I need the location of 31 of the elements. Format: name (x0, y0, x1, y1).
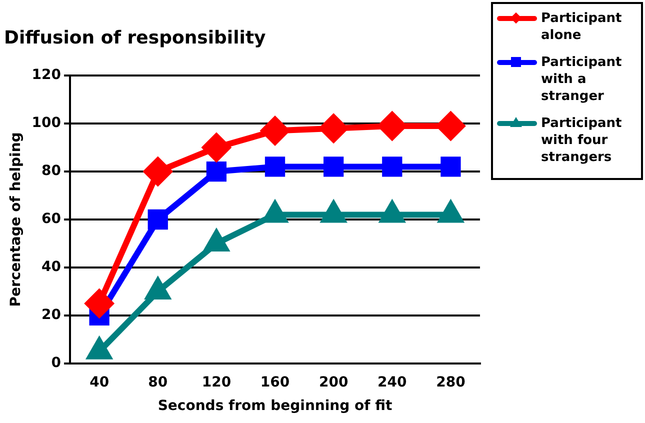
y-tick-label: 40 (42, 259, 62, 276)
y-tick-label: 120 (32, 67, 62, 84)
point (378, 112, 406, 140)
legend-label: Participant with a stranger (541, 54, 623, 105)
legend-label: Participant with four strangers (541, 115, 623, 166)
point (144, 158, 172, 186)
point (202, 134, 230, 162)
chart-title: Diffusion of responsibility (4, 27, 266, 48)
y-tick-label: 0 (51, 355, 62, 372)
x-axis-title: Seconds from beginning of fit (158, 398, 392, 414)
x-tick-label: 120 (202, 374, 232, 390)
x-tick-label: 280 (436, 374, 466, 390)
point (382, 156, 402, 177)
y-tick-label: 20 (42, 307, 62, 324)
y-tick-label: 60 (42, 211, 62, 228)
x-tick-label: 80 (148, 374, 168, 390)
point (324, 156, 344, 177)
y-tick-label: 80 (42, 163, 62, 180)
y-axis-title: Percentage of helping (8, 132, 24, 307)
point (206, 161, 227, 182)
x-tick-label: 200 (318, 374, 348, 390)
x-tick-label: 40 (90, 374, 110, 390)
y-tick-label: 100 (32, 115, 62, 132)
x-tick-label: 160 (260, 374, 290, 390)
point (320, 114, 348, 142)
point (436, 112, 465, 140)
point (440, 156, 461, 177)
legend-label: Participant alone (541, 10, 623, 44)
point (261, 116, 290, 145)
x-tick-label: 240 (378, 374, 408, 390)
point (264, 156, 286, 177)
